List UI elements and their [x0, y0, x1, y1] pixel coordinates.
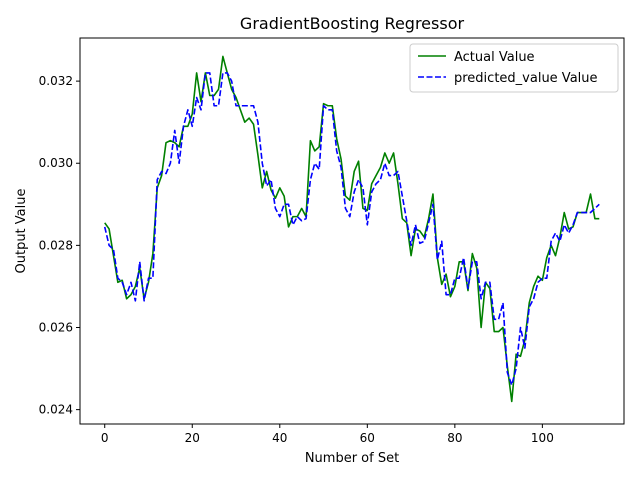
plot-frame: [79, 37, 625, 425]
x-tick-label: 0: [101, 431, 109, 445]
y-tick-label: 0.026: [39, 321, 73, 335]
x-tick-label: 60: [360, 431, 375, 445]
legend-label-actual-value: Actual Value: [454, 50, 535, 65]
x-tick-label: 80: [447, 431, 462, 445]
chart-title: GradientBoosting Regressor: [240, 14, 465, 33]
series-line-predicted-value-value: [103, 72, 600, 386]
x-tick-label: 20: [185, 431, 200, 445]
legend-label-predicted-value: predicted_value Value: [454, 71, 598, 86]
axis-ticks: 0 20 40 60 80 100 0.024 0.026 0.028 0.030 0.032: [39, 74, 554, 445]
x-axis-label: Number of Set: [305, 451, 399, 466]
legend-box: [409, 43, 619, 93]
y-tick-label: 0.032: [39, 74, 73, 88]
series-lines: [103, 55, 600, 403]
y-tick-label: 0.030: [39, 156, 73, 170]
y-tick-label: 0.024: [39, 403, 73, 417]
y-tick-label: 0.028: [39, 238, 73, 252]
x-tick-label: 40: [272, 431, 287, 445]
y-axis-label: Output Value: [14, 189, 29, 274]
x-tick-label: 100: [531, 431, 554, 445]
legend: Actual Value predicted_value Value: [409, 43, 619, 93]
